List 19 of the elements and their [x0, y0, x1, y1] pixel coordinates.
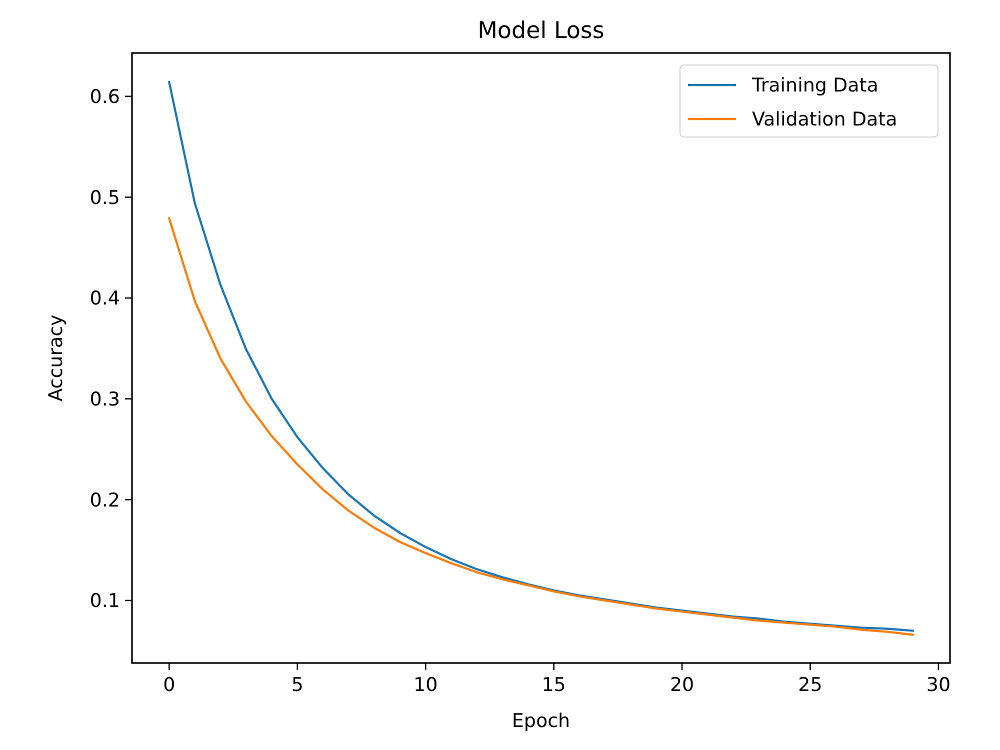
y-tick-label: 0.1 [90, 590, 120, 612]
x-axis-title: Epoch [512, 710, 570, 732]
x-tick-label: 20 [670, 674, 694, 696]
x-tick-label: 10 [414, 674, 438, 696]
y-tick-label: 0.5 [90, 186, 120, 209]
x-tick-label: 0 [163, 674, 176, 696]
y-axis-title: Accuracy [45, 314, 67, 402]
line-series [168, 217, 914, 636]
legend-label: Validation Data [752, 108, 898, 131]
x-tick-label: 30 [926, 674, 951, 696]
legend-label: Training Data [751, 74, 878, 97]
x-tick-label: 25 [798, 674, 822, 696]
chart-title: Model Loss [478, 18, 604, 44]
y-tick-label: 0.2 [90, 489, 120, 512]
y-tick-label: 0.4 [90, 288, 120, 310]
y-tick-label: 0.6 [90, 86, 120, 108]
x-tick-label: 5 [291, 674, 304, 696]
y-tick-label: 0.3 [90, 388, 120, 410]
x-tick-label: 15 [542, 674, 566, 696]
